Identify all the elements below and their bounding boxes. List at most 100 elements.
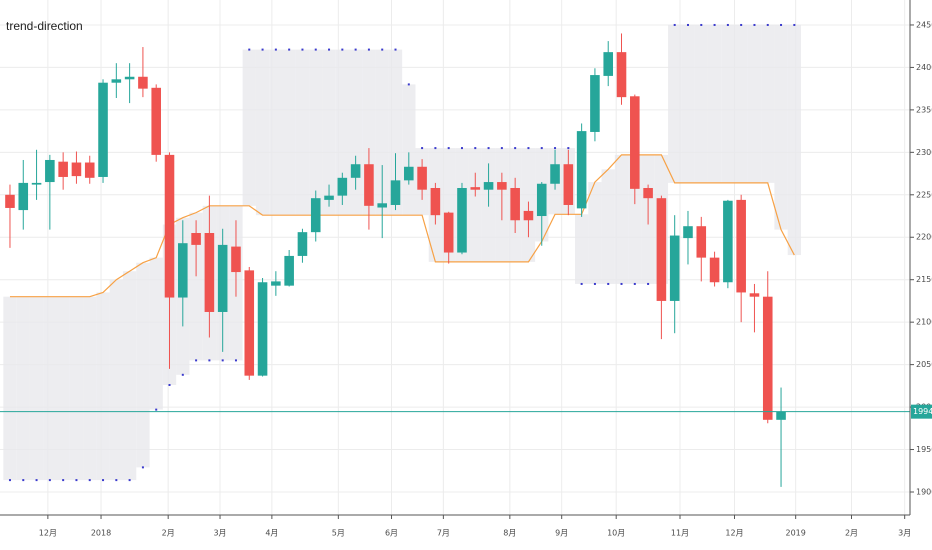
y-tick-label: 23000 xyxy=(916,148,932,157)
stop-band xyxy=(295,49,310,216)
candle-body xyxy=(510,187,520,221)
candle-body xyxy=(523,210,534,221)
stop-dot xyxy=(208,359,211,362)
stop-dot xyxy=(647,282,650,285)
stop-dot xyxy=(234,359,237,362)
stop-dot xyxy=(793,23,796,26)
y-tick-label: 19500 xyxy=(916,445,932,454)
candle-body xyxy=(178,243,188,298)
candle-body xyxy=(111,79,122,83)
candle-body xyxy=(244,270,255,376)
stop-dot xyxy=(460,147,463,150)
stop-band xyxy=(468,148,482,262)
stop-band xyxy=(668,24,682,183)
stop-band xyxy=(269,49,283,216)
stop-band xyxy=(787,24,801,256)
stop-band xyxy=(774,24,788,230)
candle-body xyxy=(563,164,574,205)
candle-body xyxy=(483,182,494,190)
stop-dot xyxy=(62,479,65,482)
trend-line xyxy=(9,154,795,298)
y-tick-label: 19000 xyxy=(916,487,932,496)
stop-dot xyxy=(288,48,291,51)
stop-dot xyxy=(48,479,51,482)
candle-body xyxy=(630,96,640,189)
stop-dot xyxy=(35,479,38,482)
candle-body xyxy=(31,182,42,185)
stop-dot xyxy=(633,282,636,285)
stop-dot xyxy=(740,23,743,26)
candle-body xyxy=(151,87,161,155)
stop-band xyxy=(402,84,416,216)
stop-dot xyxy=(181,373,184,376)
candle-body xyxy=(257,282,268,376)
candle-body xyxy=(217,244,228,312)
candle-body xyxy=(164,154,175,298)
stop-band xyxy=(136,262,150,468)
stop-dot xyxy=(8,479,11,482)
x-tick-label: 2019 xyxy=(785,529,805,538)
candle-body xyxy=(337,177,348,196)
candle-body xyxy=(5,194,15,208)
stop-dot xyxy=(301,48,304,51)
candle-body xyxy=(377,203,387,208)
candle-body xyxy=(324,195,334,200)
candle-body xyxy=(284,255,294,286)
candle-body xyxy=(98,82,108,177)
candle-body xyxy=(576,131,587,209)
stop-dot xyxy=(673,23,676,26)
stop-dot xyxy=(474,147,477,150)
candle-body xyxy=(271,281,281,286)
x-tick-label: 3月 xyxy=(898,529,911,538)
stop-band xyxy=(96,292,110,481)
stop-band xyxy=(601,169,615,284)
x-tick-label: 8月 xyxy=(503,529,516,538)
chart-title: trend-direction xyxy=(6,19,83,33)
candle-body xyxy=(297,232,308,256)
stop-band xyxy=(255,49,270,216)
x-tick-label: 6月 xyxy=(385,529,398,538)
x-tick-label: 11月 xyxy=(671,529,689,538)
stop-band xyxy=(588,182,602,284)
candle-body xyxy=(457,187,467,253)
stop-dot xyxy=(261,48,264,51)
stop-band xyxy=(335,49,349,216)
stop-dot xyxy=(168,383,171,386)
stop-band xyxy=(309,49,323,216)
stop-band xyxy=(83,296,97,481)
stop-band xyxy=(3,296,17,481)
stop-dot xyxy=(580,282,583,285)
stop-dot xyxy=(607,282,610,285)
stop-dot xyxy=(500,147,503,150)
stop-band xyxy=(761,24,775,183)
stop-dot xyxy=(328,48,331,51)
stop-dot xyxy=(620,282,623,285)
y-tick-label: 23500 xyxy=(916,105,932,114)
stop-dot xyxy=(540,147,543,150)
plot xyxy=(0,23,910,487)
y-tick-label: 22000 xyxy=(916,233,932,242)
last-price-label: 19946 xyxy=(913,407,932,416)
stop-dot xyxy=(567,147,570,150)
stop-dot xyxy=(700,23,703,26)
x-tick-label: 2月 xyxy=(162,529,175,538)
candle-body xyxy=(310,198,321,233)
candle-body xyxy=(364,164,374,206)
stop-band xyxy=(388,49,403,216)
stop-band xyxy=(16,296,30,481)
y-tick-label: 22500 xyxy=(916,190,932,199)
last-price-tag xyxy=(911,404,932,419)
stop-band xyxy=(747,24,762,183)
candle-body xyxy=(191,233,201,245)
stop-dot xyxy=(22,479,25,482)
stop-dot xyxy=(248,48,251,51)
x-tick-label: 2018 xyxy=(91,529,111,538)
x-tick-label: 5月 xyxy=(332,529,345,538)
stop-dot xyxy=(341,48,344,51)
stop-dot xyxy=(75,479,78,482)
candle-body xyxy=(723,200,733,283)
x-tick-label: 12月 xyxy=(725,529,743,538)
stop-dot xyxy=(195,359,198,362)
stop-dot xyxy=(88,479,91,482)
